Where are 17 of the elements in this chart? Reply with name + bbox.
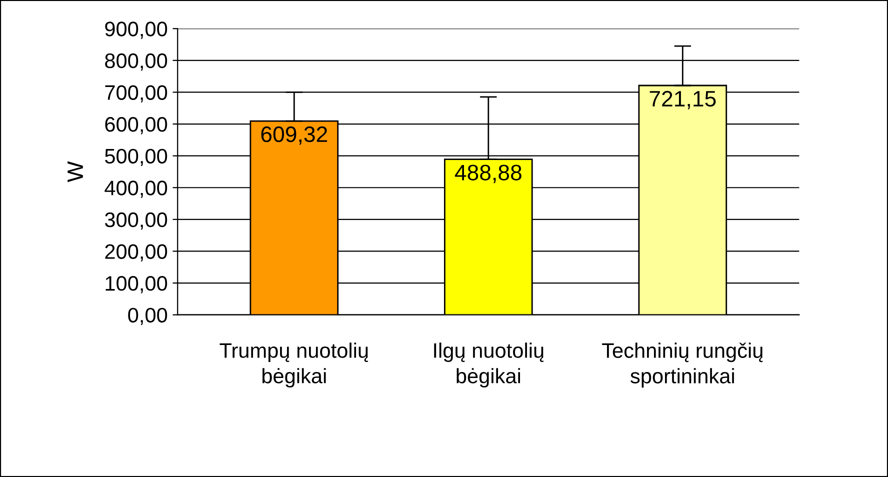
data-label: 609,32: [261, 126, 328, 145]
y-tick-label: 0,00: [128, 308, 168, 326]
data-label: 721,15: [650, 90, 716, 110]
y-tick-label: 900,00: [105, 22, 168, 39]
data-label: 488,88: [454, 164, 522, 184]
y-tick-label: 300,00: [104, 212, 168, 230]
y-tick-label: 100,00: [106, 276, 168, 294]
x-tick-label: Ilgų nuotolių bėgikai: [434, 342, 544, 388]
y-tick-label: 400,00: [104, 180, 168, 198]
y-axis-title: W: [68, 161, 83, 182]
y-tick-label: 200,00: [105, 244, 168, 262]
x-tick-label: Trumpų nuotolių bėgikai: [220, 342, 368, 388]
y-tick-label: 600,00: [105, 117, 168, 134]
y-tick-label: 700,00: [105, 85, 168, 102]
x-tick-label: Techninių rungčių sportininkai: [602, 342, 763, 388]
y-tick-label: 800,00: [105, 53, 168, 71]
y-tick-label: 500,00: [104, 148, 168, 166]
